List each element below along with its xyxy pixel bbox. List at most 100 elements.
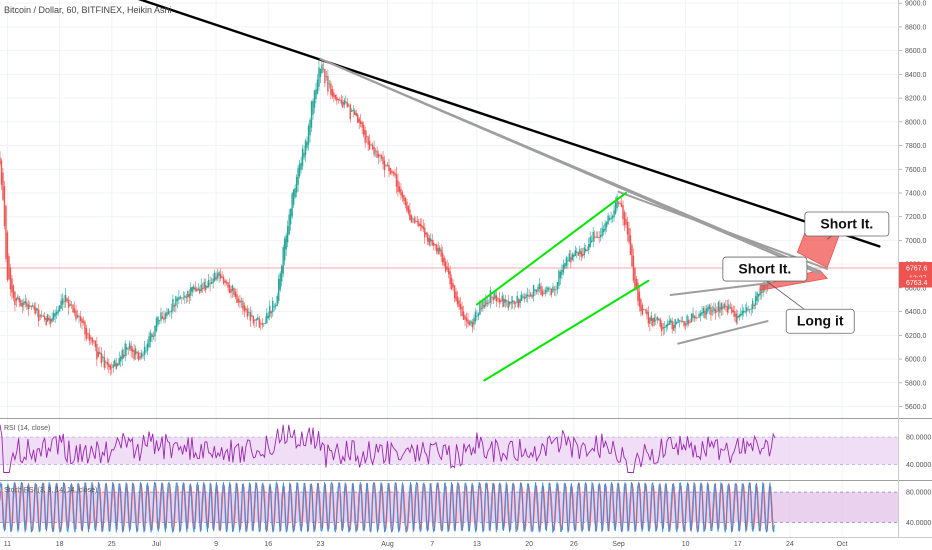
candle-body [567,260,569,262]
candle-body [623,212,626,226]
candle-body [361,122,363,128]
candle-body [282,247,284,274]
candle-body [649,317,651,325]
time-tick-label: 11 [4,541,11,548]
candle-body [604,223,606,231]
candle-body [196,289,198,292]
candle-body [261,323,264,325]
candle-body [462,311,465,320]
candle-body [125,347,128,350]
candle-body [367,136,369,145]
candle-body [479,301,481,315]
candle-body [309,119,311,136]
candle-body [280,265,283,282]
candle-body [377,154,380,158]
rsi-pane[interactable]: RSI (14, close) 80.0000 40.0000 [0,424,931,473]
time-tick-label: 25 [108,541,116,548]
candle-body [199,289,201,293]
candle-body [187,290,189,298]
candle-body [664,326,666,328]
candle-body [66,298,68,302]
chart-title: Bitcoin / Dollar, 60, BITFINEX, Heikin A… [4,5,172,15]
candle-body [100,353,103,364]
candle-body [504,299,506,303]
rsi-tick-lower: 40.0000 [906,462,931,469]
candle-body [108,363,110,368]
candle-body [75,310,77,320]
candle-body [254,319,256,321]
candle-body [112,364,114,368]
candle-body [297,167,299,185]
annotation-text: Long it [797,313,844,329]
candle-body [398,186,401,192]
candle-body [248,312,250,313]
price-tick-label: 8600.0 [905,48,927,55]
time-tick-label: 24 [786,541,794,548]
candle-body [661,323,663,331]
candle-body [562,264,565,273]
candle-body [61,298,64,305]
price-tick-label: 6200.0 [905,333,927,340]
time-axis[interactable]: 11 18 25 Jul 9 16 23 Aug 7 13 20 26 Sep 10 17 24 Oct [4,541,848,548]
candle-body [701,311,703,315]
candle-body [231,285,234,291]
candle-body [421,225,423,228]
candle-body [213,272,216,281]
candle-body [148,336,150,348]
candle-body [9,267,12,290]
candle-body [696,317,699,319]
candle-body [170,310,173,312]
candle-body [719,306,721,313]
candle-body [179,296,182,299]
candle-body [197,288,199,291]
candle-body [699,313,702,316]
candles [0,58,775,376]
candle-body [647,312,650,324]
candle-body [8,256,10,280]
stoch-d-line [0,481,775,533]
candle-body [230,289,232,293]
candle-body [73,308,76,313]
price-axis[interactable]: 5600.05800.06000.06200.06400.06600.06800… [898,1,932,411]
candle-body [252,315,255,324]
candle-body [683,321,685,327]
stoch-rsi-pane[interactable]: Stoch RSI (3, 3, 14, 14, close) 80.0000 … [0,480,931,534]
candle-body [257,317,259,320]
candle-body [21,303,24,307]
candle-body [318,67,320,87]
candle-body [258,318,261,328]
candle-body [348,104,350,106]
stoch-tick-upper: 80.0000 [906,490,931,497]
candle-body [340,100,343,104]
candle-body [549,288,551,290]
candle-body [459,303,462,310]
candle-body [357,114,359,123]
candle-body [289,208,292,225]
candle-body [215,276,217,280]
candle-body [537,286,539,292]
candle-body [394,172,396,176]
candle-body [87,333,89,335]
candle-body [725,305,727,308]
time-tick-label: 20 [525,541,533,548]
candle-body [242,301,244,310]
candle-body [194,287,196,291]
candle-body [142,354,144,356]
annotation-box [804,211,890,237]
candle-body [726,306,729,313]
candle-body [166,312,168,317]
rsi-label: RSI (14, close) [4,425,50,432]
candle-body [224,280,226,283]
candle-body [121,350,123,360]
candle-body [207,279,210,287]
candle-body [716,311,718,312]
candle-body [114,360,116,367]
candle-body [512,300,514,303]
candle-body [33,305,35,310]
candle-body [468,321,471,326]
candle-body [58,305,61,312]
candle-body [102,356,104,359]
candle-body [279,273,281,290]
candle-body [643,309,645,310]
candle-body [32,304,34,307]
